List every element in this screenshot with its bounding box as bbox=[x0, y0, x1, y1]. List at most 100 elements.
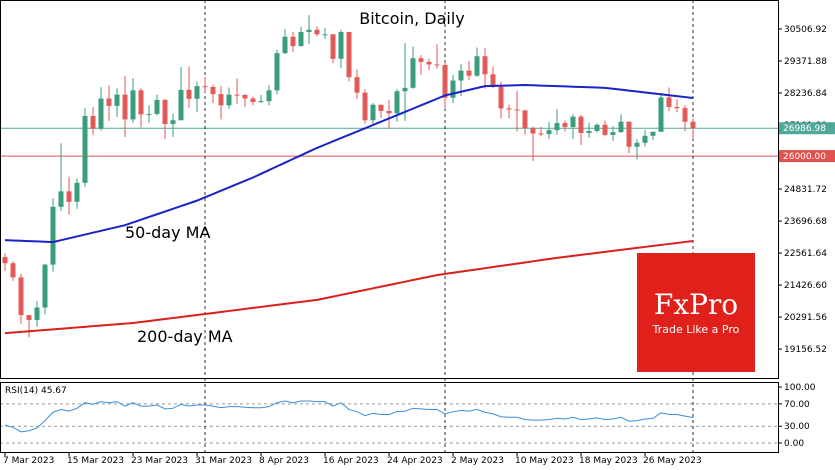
candle-body bbox=[418, 58, 424, 62]
candle-body bbox=[210, 86, 216, 95]
plot-layer bbox=[2, 15, 696, 433]
candle-body bbox=[498, 86, 504, 109]
x-tick-label: 31 Mar 2023 bbox=[195, 456, 252, 466]
candle-body bbox=[362, 92, 368, 121]
price-tag-label: 26986.98 bbox=[783, 124, 826, 134]
candle-body bbox=[250, 98, 256, 102]
candle-body bbox=[482, 56, 488, 75]
annotation: 50-day MA bbox=[125, 223, 210, 242]
candle-body bbox=[98, 98, 104, 129]
candle-body bbox=[506, 108, 512, 110]
candle-body bbox=[658, 97, 664, 132]
candle-body bbox=[306, 29, 312, 33]
candle-body bbox=[82, 116, 88, 183]
x-tick-label: 7 Mar 2023 bbox=[3, 456, 54, 466]
candle-body bbox=[42, 264, 48, 308]
x-tick-label: 15 Mar 2023 bbox=[67, 456, 124, 466]
candle-body bbox=[554, 123, 560, 131]
candle-body bbox=[338, 32, 344, 59]
candle-body bbox=[690, 121, 696, 129]
candle-body bbox=[490, 74, 496, 87]
rsi-value: 45.67 bbox=[41, 386, 67, 396]
candle-body bbox=[234, 94, 240, 96]
candle-body bbox=[314, 29, 320, 35]
price-tag bbox=[779, 150, 835, 163]
candle-body bbox=[290, 36, 296, 47]
candle-body bbox=[562, 123, 568, 128]
candle-body bbox=[546, 130, 552, 135]
candle-body bbox=[402, 87, 408, 92]
chart-title: Bitcoin, Daily bbox=[359, 9, 465, 28]
rsi-title: RSI(14) bbox=[5, 386, 38, 396]
y-tick-label: 24831.72 bbox=[784, 185, 827, 195]
candle-body bbox=[130, 90, 136, 120]
candle-body bbox=[642, 135, 648, 143]
candle-body bbox=[146, 114, 152, 116]
candle-body bbox=[242, 94, 248, 99]
x-tick-label: 10 May 2023 bbox=[515, 456, 574, 466]
candle-body bbox=[586, 130, 592, 133]
y-tick-label: 100.00 bbox=[784, 383, 816, 393]
candle-body bbox=[2, 257, 8, 264]
candle-body bbox=[442, 64, 448, 98]
candle-body bbox=[298, 32, 304, 47]
candle-body bbox=[50, 206, 56, 265]
candle-body bbox=[466, 70, 472, 76]
price-frame bbox=[0, 0, 779, 379]
candle-body bbox=[170, 120, 176, 124]
candle-body bbox=[634, 142, 640, 147]
candle-body bbox=[18, 277, 24, 316]
logo-brand: FxPro bbox=[654, 288, 738, 321]
candle-body bbox=[66, 191, 72, 202]
candle-body bbox=[682, 108, 688, 122]
candle-body bbox=[410, 58, 416, 88]
candle-body bbox=[106, 98, 112, 106]
candle-body bbox=[10, 263, 16, 278]
candle-body bbox=[178, 89, 184, 121]
x-tick-label: 8 Apr 2023 bbox=[259, 456, 309, 466]
y-tick-label: 29371.88 bbox=[784, 57, 827, 67]
annotation: 200-day MA bbox=[137, 327, 233, 346]
candle-body bbox=[162, 99, 168, 124]
y-tick-label: 30.00 bbox=[784, 422, 810, 432]
candle-body bbox=[258, 101, 264, 103]
candle-body bbox=[570, 116, 576, 128]
candle-body bbox=[26, 315, 32, 320]
candle-body bbox=[602, 124, 608, 135]
candle-body bbox=[226, 94, 232, 106]
candle-body bbox=[274, 53, 280, 91]
rsi-label: RSI(14) 45.67 bbox=[5, 386, 67, 396]
candle-body bbox=[346, 32, 352, 78]
candle-body bbox=[186, 89, 192, 99]
candle-body bbox=[266, 90, 272, 102]
candle-body bbox=[450, 80, 456, 98]
y-tick-label: 0.00 bbox=[784, 439, 804, 449]
y-tick-label: 22561.64 bbox=[784, 249, 827, 259]
candle-body bbox=[522, 110, 528, 129]
candle-body bbox=[138, 90, 144, 115]
candle-body bbox=[90, 116, 96, 129]
candle-body bbox=[386, 110, 392, 114]
candle-body bbox=[378, 104, 384, 111]
x-tick-label: 16 Apr 2023 bbox=[323, 456, 379, 466]
candle-body bbox=[626, 121, 632, 147]
candle-body bbox=[594, 124, 600, 131]
price-tag-label: 26000.00 bbox=[783, 152, 826, 162]
x-tick-label: 23 Mar 2023 bbox=[131, 456, 188, 466]
y-tick-label: 70.00 bbox=[784, 400, 810, 410]
candle-body bbox=[434, 64, 440, 66]
candle-body bbox=[650, 131, 656, 136]
candle-body bbox=[354, 77, 360, 93]
candle-body bbox=[514, 109, 520, 111]
candle-body bbox=[666, 97, 672, 108]
logo-box bbox=[637, 253, 755, 372]
rsi-line bbox=[4, 400, 694, 433]
candle-body bbox=[394, 91, 400, 114]
candle-body bbox=[282, 36, 288, 54]
candle-body bbox=[322, 34, 328, 36]
logo-tagline: Trade Like a Pro bbox=[652, 323, 740, 336]
y-tick-label: 21426.60 bbox=[784, 281, 827, 291]
candle-body bbox=[202, 86, 208, 88]
